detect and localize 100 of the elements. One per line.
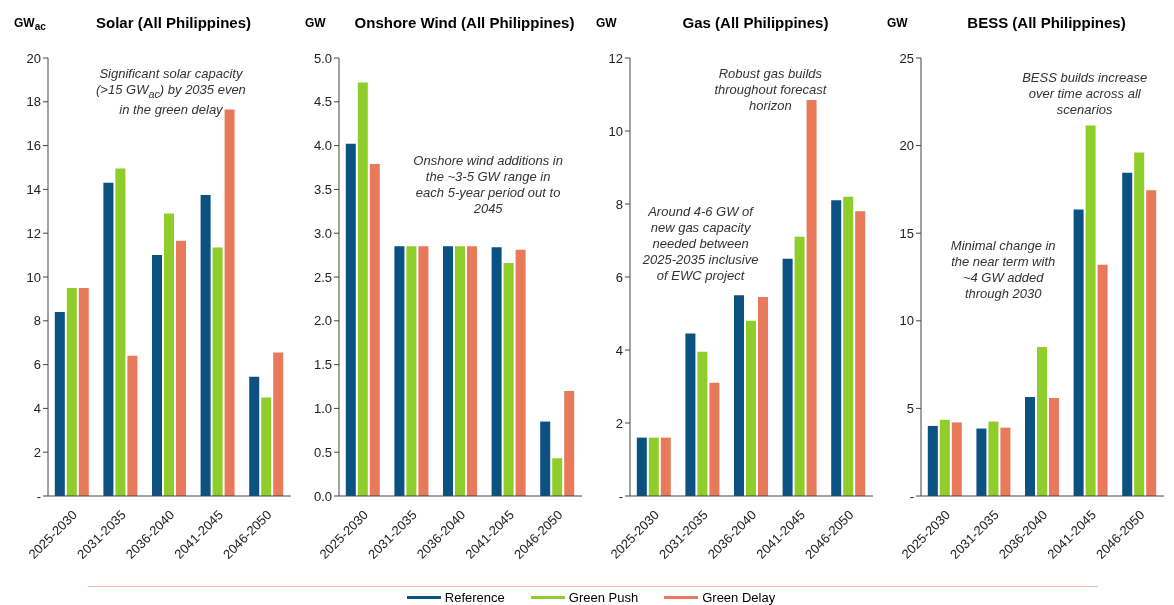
bar xyxy=(951,422,962,496)
y-tick-label: 14 xyxy=(26,182,41,198)
bar xyxy=(1049,397,1059,496)
y-tick-label: 10 xyxy=(26,269,41,285)
y-axis-title: GW xyxy=(887,16,908,30)
bar xyxy=(249,376,260,496)
y-tick-label: 0.0 xyxy=(313,488,332,504)
legend-label: Reference xyxy=(444,590,505,605)
bar xyxy=(927,425,938,496)
bar xyxy=(176,240,186,496)
y-tick-label: - xyxy=(618,488,623,504)
bar xyxy=(152,255,162,496)
bar xyxy=(988,421,999,496)
y-axis-title: GW$_{ac}$ xyxy=(14,16,46,33)
bar xyxy=(224,109,235,496)
bar xyxy=(939,419,950,496)
y-tick-label: - xyxy=(909,488,914,504)
bar xyxy=(103,182,114,496)
bar xyxy=(261,397,272,496)
bar xyxy=(794,236,805,496)
y-tick-label: 12 xyxy=(608,50,623,66)
bar xyxy=(806,99,817,496)
bar xyxy=(976,428,987,496)
bar xyxy=(369,164,380,496)
legend-label: Green Push xyxy=(568,590,639,605)
y-tick-label: 15 xyxy=(899,225,914,241)
chart-title: Solar (All Philippines) xyxy=(95,14,252,31)
y-tick-label: 10 xyxy=(899,313,914,329)
y-tick-label: 16 xyxy=(26,138,41,154)
bar xyxy=(843,196,854,496)
bar xyxy=(636,437,647,496)
y-tick-label: 3.0 xyxy=(313,225,332,241)
bar xyxy=(200,194,211,496)
annotation: Minimal change in the near term with ~4 GW added through 2030 xyxy=(949,238,1057,302)
bar xyxy=(685,333,696,496)
y-tick-label: 4.0 xyxy=(313,138,332,154)
chart-title: BESS (All Philippines) xyxy=(966,14,1127,31)
y-tick-label: 6 xyxy=(33,357,41,373)
bar xyxy=(515,249,526,496)
bar xyxy=(552,458,563,496)
y-tick-label: 20 xyxy=(899,138,914,154)
annotation: Robust gas builds throughout forecast horizon xyxy=(713,66,828,114)
bar xyxy=(758,297,768,496)
bar xyxy=(406,246,417,496)
bar xyxy=(1146,190,1157,496)
y-tick-label: 3.5 xyxy=(313,182,332,198)
y-tick-label: 8 xyxy=(615,196,623,212)
bar xyxy=(855,211,866,496)
bar xyxy=(1122,172,1133,496)
bar xyxy=(709,382,720,496)
bar xyxy=(1085,125,1096,496)
bar xyxy=(78,287,89,496)
y-tick-label: 0.5 xyxy=(313,444,332,460)
bar xyxy=(1073,209,1084,496)
bar xyxy=(443,246,453,496)
y-tick-label: 25 xyxy=(899,50,914,66)
legend-label: Green Delay xyxy=(702,590,776,605)
y-tick-label: 4.5 xyxy=(313,94,332,110)
bar xyxy=(115,168,126,496)
bar xyxy=(345,143,356,496)
y-tick-label: 4 xyxy=(33,401,41,417)
bar xyxy=(660,437,671,496)
y-tick-label: 5.0 xyxy=(313,50,332,66)
bar xyxy=(697,351,708,496)
bar xyxy=(467,246,477,496)
annotation: Around 4-6 GW of new gas capacity needed between 2025-2035 inclusive of EWC project xyxy=(641,204,760,284)
y-tick-label: 2 xyxy=(615,415,623,431)
y-tick-label: 2 xyxy=(33,444,41,460)
bar xyxy=(734,295,744,496)
y-tick-label: 8 xyxy=(33,313,41,329)
bar xyxy=(1134,152,1145,496)
bar xyxy=(564,390,575,496)
bar xyxy=(831,200,842,496)
y-tick-label: 6 xyxy=(615,269,623,285)
bar xyxy=(746,320,756,496)
y-tick-label: 20 xyxy=(26,50,41,66)
y-tick-label: 1.0 xyxy=(313,401,332,417)
bar xyxy=(54,312,65,496)
bar xyxy=(1025,397,1035,496)
bar xyxy=(491,247,502,496)
bar xyxy=(418,246,429,496)
bar xyxy=(394,246,405,496)
y-tick-label: 18 xyxy=(26,94,41,110)
annotation: Significant solar capacity (>15 GW$_{ac}$) by 2035 even in the green delay xyxy=(95,66,246,118)
bar xyxy=(66,287,77,496)
y-tick-label: 2.5 xyxy=(313,269,332,285)
annotation: Onshore wind additions in the ~3-5 GW range in each 5-year period out to 2045 xyxy=(413,153,564,217)
bar xyxy=(1037,347,1047,496)
annotation: BESS builds increase over time across all scenarios xyxy=(1021,70,1149,118)
bar xyxy=(782,258,793,496)
bar xyxy=(357,82,368,496)
y-tick-label: 12 xyxy=(26,225,41,241)
y-tick-label: 5 xyxy=(906,401,914,417)
bar xyxy=(273,352,284,496)
y-tick-label: 10 xyxy=(608,123,623,139)
y-tick-label: 1.5 xyxy=(313,357,332,373)
chart-title: Onshore Wind (All Philippines) xyxy=(353,14,576,31)
y-tick-label: - xyxy=(36,488,41,504)
chart-title: Gas (All Philippines) xyxy=(681,14,830,31)
y-tick-label: 2.0 xyxy=(313,313,332,329)
